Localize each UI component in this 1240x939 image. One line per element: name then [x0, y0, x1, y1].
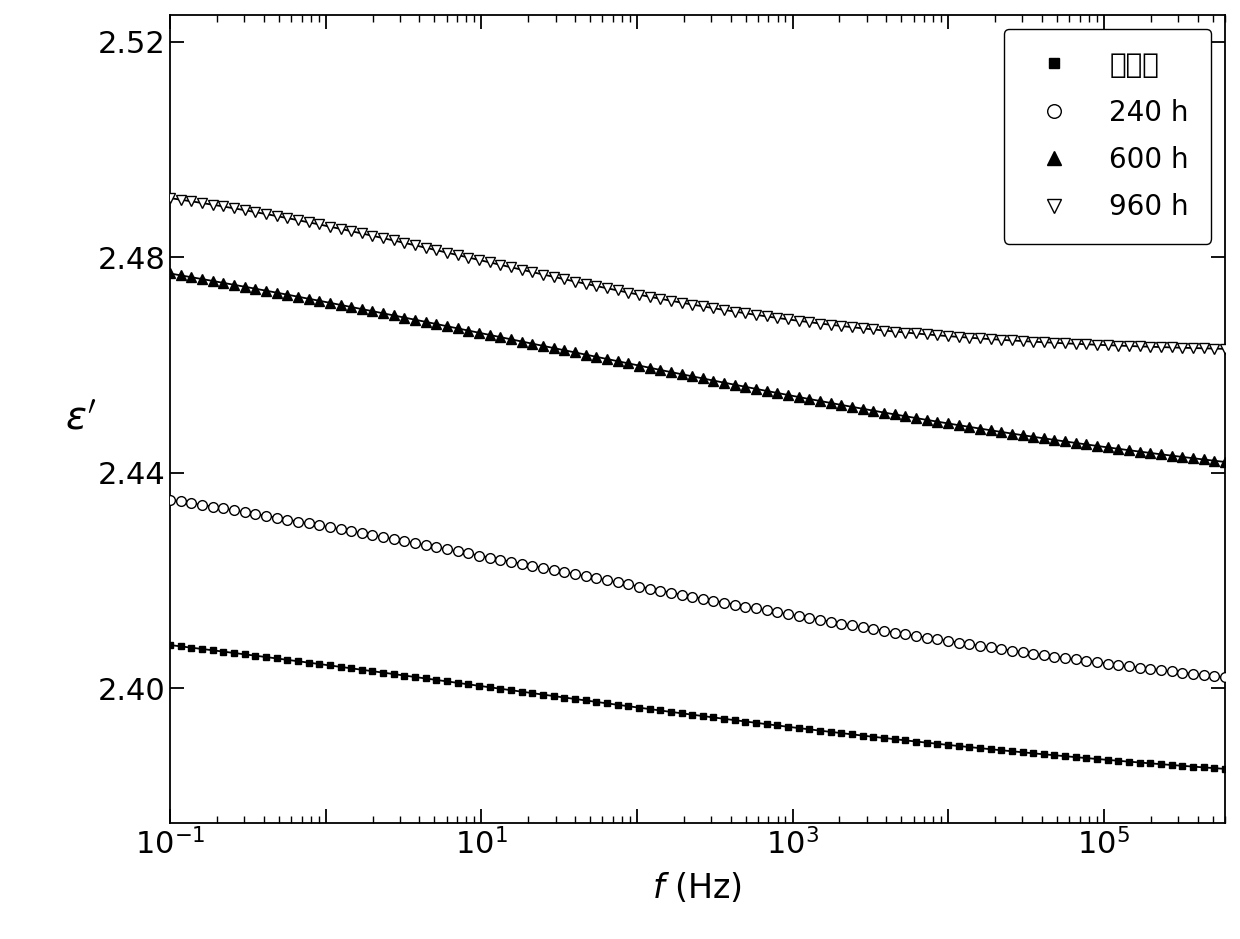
X-axis label: $f$ (Hz): $f$ (Hz) — [652, 871, 743, 905]
Y-axis label: $\varepsilon'$: $\varepsilon'$ — [64, 400, 97, 438]
Legend: 未老化, 240 h, 600 h, 960 h: 未老化, 240 h, 600 h, 960 h — [1003, 29, 1211, 243]
